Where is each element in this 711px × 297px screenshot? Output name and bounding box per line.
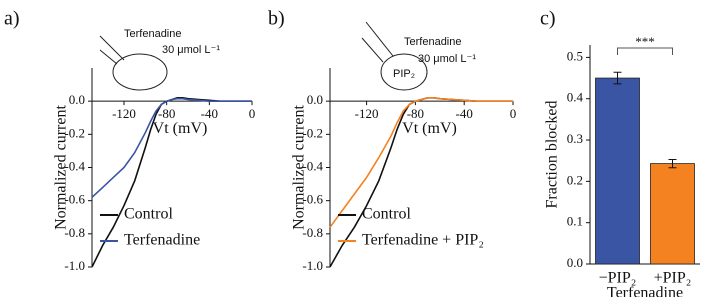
y-tick-label: -1.0: [64, 258, 85, 273]
figure: a) b) c) Terfenadine 30 μmol L⁻¹ Terfena…: [0, 0, 711, 297]
y-tick-label: 0.0: [567, 255, 583, 270]
y-axis-label: Normalized current: [291, 105, 308, 230]
bar: [596, 78, 640, 264]
significance-bracket: [618, 48, 673, 55]
x-axis-label: Vt (mV): [153, 120, 208, 137]
y-axis-label: Fraction blocked: [544, 101, 561, 209]
x-tick-label: -120: [355, 106, 379, 121]
y-tick-label: 0.0: [69, 92, 85, 107]
x-tick-label: 0: [510, 106, 517, 121]
y-tick-label: 0.4: [567, 90, 584, 105]
y-tick-label: 0.2: [567, 172, 583, 187]
x-axis-label: Vt (mV): [402, 120, 457, 137]
annotation: Terfenadine: [404, 36, 462, 48]
x-tick-label: -40: [456, 106, 473, 121]
y-tick-label: 0.5: [567, 48, 583, 63]
annotation: Terfenadine: [124, 28, 182, 40]
annotation: 30 μmol L⁻¹: [162, 44, 220, 56]
annotation: PIP₂: [393, 68, 415, 80]
x-axis-label: Terfenadine: [607, 285, 683, 297]
bar: [651, 164, 695, 264]
legend-label: Terfenadine + PIP₂: [362, 232, 484, 249]
y-tick-label: 0.1: [567, 214, 583, 229]
legend-label: Control: [124, 206, 173, 223]
y-tick-label: 0.3: [567, 131, 583, 146]
y-axis-label: Normalized current: [53, 105, 70, 230]
significance-label: ***: [635, 34, 655, 49]
legend-label: Control: [362, 206, 411, 223]
legend-label: Terfenadine: [124, 232, 200, 249]
x-tick-label: -120: [112, 106, 136, 121]
annotation: 30 μmol L⁻¹: [418, 53, 476, 65]
panel-label: c): [540, 8, 556, 30]
panel-label: b): [268, 8, 285, 30]
panel-label: a): [4, 8, 20, 30]
x-tick-label: 0: [249, 106, 256, 121]
y-tick-label: -1.0: [302, 258, 323, 273]
y-tick-label: 0.0: [307, 92, 323, 107]
